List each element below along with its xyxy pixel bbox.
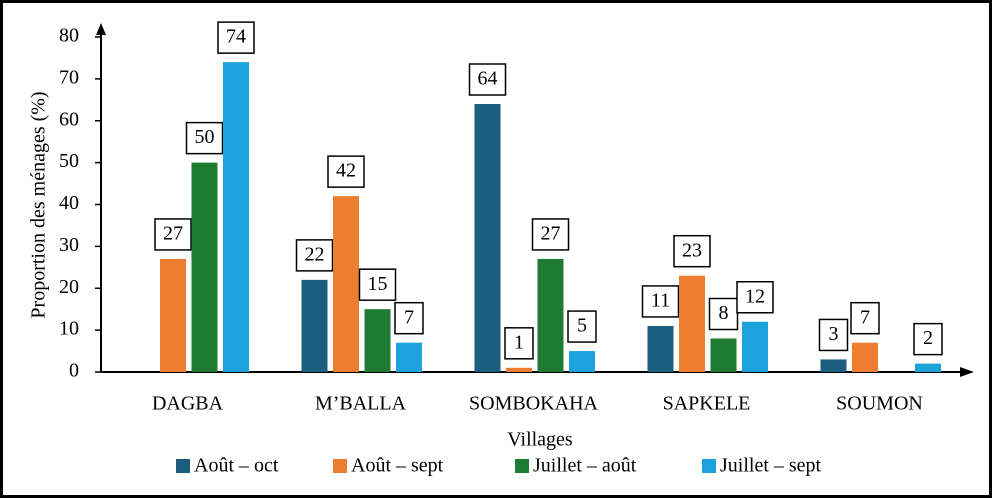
bar — [679, 275, 705, 372]
value-label-box — [818, 318, 849, 352]
bar — [852, 342, 878, 372]
value-label: 7 — [860, 306, 870, 328]
x-tick-label: DAGBA — [152, 393, 224, 415]
value-label-box — [504, 327, 534, 360]
x-axis-title: Villages — [507, 429, 573, 451]
value-label: 3 — [829, 323, 839, 345]
bar — [396, 342, 422, 372]
value-label: 15 — [368, 273, 388, 295]
value-label-box — [358, 268, 397, 301]
value-label-box — [327, 155, 365, 188]
x-tick-label: SAPKELE — [663, 393, 751, 415]
bar — [537, 258, 564, 372]
bar — [474, 104, 501, 372]
y-tick-label: 0 — [69, 360, 79, 382]
value-label-box — [531, 218, 570, 251]
legend-swatch — [176, 459, 190, 473]
y-tick-label: 70 — [59, 66, 79, 88]
bar — [333, 196, 359, 372]
bar — [569, 351, 595, 372]
value-label-box — [641, 285, 680, 318]
value-label: 27 — [163, 223, 183, 245]
bar — [160, 258, 186, 372]
value-label: 64 — [478, 68, 498, 90]
value-label-box — [913, 322, 943, 356]
bar — [647, 325, 674, 372]
value-label-box — [154, 218, 192, 251]
bar — [820, 359, 847, 372]
y-tick-label: 60 — [59, 108, 79, 130]
bar — [710, 338, 737, 372]
legend-swatch — [702, 459, 716, 473]
value-label: 74 — [226, 26, 246, 48]
y-tick-label: 40 — [59, 192, 79, 214]
bar — [364, 309, 391, 372]
value-label: 7 — [404, 306, 414, 328]
value-label-box — [217, 21, 255, 54]
value-label-box — [708, 297, 739, 331]
legend-swatch — [333, 459, 347, 473]
value-label: 11 — [651, 290, 670, 312]
value-label: 23 — [682, 239, 702, 261]
y-tick-label: 30 — [59, 234, 79, 256]
legend-swatch — [515, 459, 529, 473]
value-label-box — [850, 301, 880, 335]
y-axis-title: Proportion des ménages (%) — [28, 91, 50, 318]
y-tick-label: 80 — [59, 25, 79, 47]
value-label: 42 — [336, 160, 356, 182]
value-label-box — [394, 301, 424, 335]
value-label: 8 — [719, 302, 729, 324]
x-axis-arrow — [960, 367, 974, 377]
value-label: 50 — [195, 126, 215, 148]
legend-label: Août – oct — [194, 455, 279, 477]
value-label: 2 — [923, 327, 933, 349]
y-tick-label: 50 — [59, 150, 79, 172]
legend-label: Juillet – sept — [720, 455, 822, 477]
value-label: 27 — [541, 223, 561, 245]
bar — [223, 62, 249, 372]
bar — [506, 367, 532, 372]
legend-label: Août – sept — [351, 455, 444, 477]
y-axis-arrow — [96, 23, 106, 35]
bar — [191, 162, 218, 372]
bar — [915, 363, 941, 372]
value-label: 5 — [577, 315, 587, 337]
value-label-box — [567, 310, 597, 343]
x-tick-label: M’BALLA — [315, 393, 407, 415]
value-label-box — [736, 281, 774, 314]
value-label: 12 — [745, 285, 765, 307]
value-label-box — [673, 234, 711, 268]
value-label: 22 — [305, 243, 325, 265]
value-label-box — [468, 63, 507, 96]
bar — [301, 279, 328, 372]
value-label-box — [185, 121, 224, 155]
legend-label: Juillet – août — [533, 455, 637, 477]
y-tick-label: 20 — [59, 276, 79, 298]
x-tick-label: SOUMON — [836, 393, 923, 415]
x-tick-label: SOMBOKAHA — [469, 393, 598, 415]
value-label-box — [295, 239, 334, 272]
y-tick-label: 10 — [59, 318, 79, 340]
value-label: 1 — [514, 331, 524, 353]
bar — [742, 321, 768, 372]
